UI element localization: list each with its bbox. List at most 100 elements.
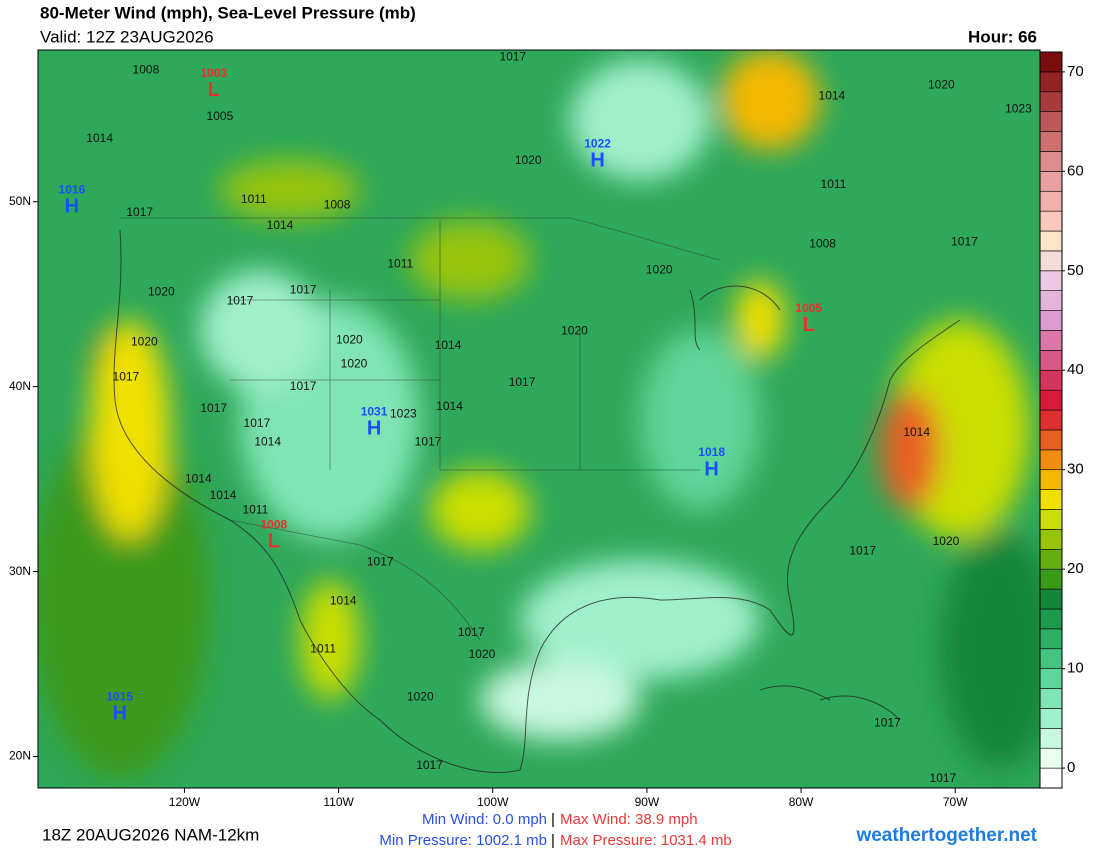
isobar-label: 1014 [903,425,930,439]
colorbar-bin [1039,668,1063,689]
y-tick-label: 40N [9,379,31,393]
isobar-label: 1017 [290,379,317,393]
isobar-label: 1020 [561,323,588,337]
colorbar-bin [1039,747,1063,769]
y-tick-label: 30N [9,564,31,578]
boundaries [120,217,721,641]
colorbar-bin [1039,171,1063,192]
isobar-label: 1017 [416,758,443,772]
colorbar-bin [1039,369,1063,391]
colorbar-tick-label: 0 [1067,759,1075,776]
center-pressure: 1018 [698,445,725,459]
colorbar-tick-label: 20 [1067,560,1084,577]
isobar-label: 1005 [207,109,234,123]
max-wind: Max Wind: 38.9 mph [560,811,698,828]
isobar-label: 1011 [821,177,847,191]
min-pressure: Min Pressure: 1002.1 mb [379,832,547,849]
colorbar-bin [1039,568,1063,590]
colorbar-bin [1039,728,1063,749]
colorbar-bin [1039,509,1063,530]
isobar-label: 1014 [86,131,113,145]
colorbar-tick-label: 70 [1067,63,1084,80]
isobar-label: 1008 [809,236,836,250]
pressure-center: H [65,196,79,218]
min-wind: Min Wind: 0.0 mph [422,811,547,828]
isobar-label: 1014 [185,471,212,485]
colorbar-bin [1039,767,1063,789]
colorbar-bin [1039,628,1063,650]
colorbar-bin [1039,230,1063,252]
isobar-label: 1023 [390,407,417,421]
y-tick-label: 20N [9,749,31,763]
x-tick-label: 100W [477,795,509,809]
isobar-label: 1017 [849,543,876,557]
isobar-label: 1017 [126,205,153,219]
isobar-label: 1017 [227,294,254,308]
isobar-label: 1017 [415,434,442,448]
colorbar-bin [1039,429,1063,451]
center-pressure: 1022 [584,136,611,150]
colorbar-bin [1039,548,1063,570]
isobar-label: 1017 [113,370,140,384]
isobar-label: 1011 [241,192,267,206]
isobar-label: 1017 [951,235,978,249]
isobar-label: 1014 [267,218,294,232]
isobar-label: 1014 [210,488,237,502]
isobar-label: 1020 [148,284,175,298]
colorbar-bin [1039,310,1063,331]
valid-time: Valid: 12Z 23AUG2026 [40,27,214,46]
separator: | [551,811,555,828]
isobar-label: 1020 [469,647,496,661]
colorbar-bin [1039,409,1063,431]
colorbar-bin [1039,708,1063,729]
center-pressure: 1005 [795,301,822,315]
pressure-center: H [112,702,126,724]
colorbar-bin [1039,489,1063,510]
isobar-label: 1017 [458,625,485,639]
isobar-label: 1017 [509,375,536,389]
isobar-label: 1017 [290,283,317,297]
colorbar-bin [1039,111,1063,132]
colorbar-bin [1039,270,1063,292]
isobar-label: 1017 [930,771,957,785]
colorbar-bin [1039,330,1063,351]
colorbar-bin [1039,588,1063,610]
isobar-label: 1020 [341,357,368,371]
colorbar-bin [1039,350,1063,371]
center-pressure: 1016 [59,183,86,197]
colorbar-tick-label: 30 [1067,461,1084,478]
colorbar-tick-label: 50 [1067,262,1084,279]
colorbar-bin [1039,449,1063,471]
isobar-label: 1017 [874,715,901,729]
isobar-label: 1020 [515,153,542,167]
isobar-label: 1023 [1005,101,1032,115]
forecast-hour: Hour: 66 [968,27,1037,46]
isobar-label: 1017 [200,401,227,415]
pressure-center: L [208,79,220,101]
isobar-label: 1014 [819,88,846,102]
x-tick-label: 120W [169,795,201,809]
x-tick-label: 70W [943,795,968,809]
isobar-label: 1017 [499,50,526,64]
isobar-label: 1020 [407,690,434,704]
overlay: 120W 110W 100W 90W 80W 70W20N30N40N50N1008100… [9,50,1084,810]
max-pressure: Max Pressure: 1031.4 mb [560,832,732,849]
colorbar-bin [1039,210,1063,232]
coastlines [113,229,961,774]
isobar-label: 1020 [646,262,673,276]
isobar-label: 1008 [324,198,351,212]
x-tick-label: 80W [789,795,814,809]
colorbar-bin [1039,131,1063,152]
isobar-label: 1017 [367,555,394,569]
isobar-label: 1020 [933,534,960,548]
model-run: 18Z 20AUG2026 NAM-12km [42,825,259,844]
pressure-center: H [590,149,604,171]
colorbar-bin [1039,71,1063,93]
colorbar-bin [1039,91,1063,112]
center-pressure: 1008 [261,517,288,531]
isobar-label: 1011 [387,257,413,271]
x-tick-label: 90W [635,795,660,809]
x-tick-label: 110W [323,795,354,809]
center-pressure: 1031 [361,404,388,418]
